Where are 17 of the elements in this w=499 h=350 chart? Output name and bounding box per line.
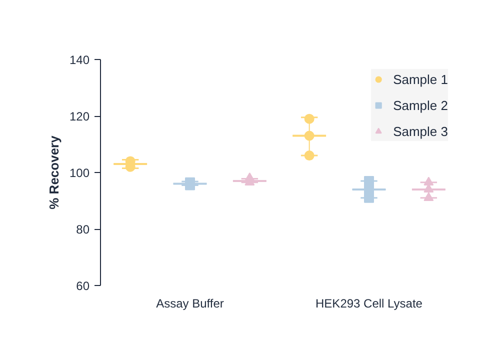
point <box>364 192 374 203</box>
point <box>304 130 314 141</box>
x-tick-label: Assay Buffer <box>156 296 224 310</box>
y-tick-label: 140 <box>69 53 90 67</box>
y-tick-label: 60 <box>76 279 90 293</box>
legend-label: Sample 3 <box>393 124 448 138</box>
y-tick-label: 100 <box>69 166 90 180</box>
legend-label: Sample 1 <box>393 72 448 86</box>
point <box>304 150 314 161</box>
point <box>424 192 434 202</box>
point <box>424 176 434 186</box>
legend-label: Sample 2 <box>393 98 448 112</box>
x-tick-label: HEK293 Cell Lysate <box>316 296 423 310</box>
y-tick-label: 120 <box>69 110 90 124</box>
point <box>304 114 314 124</box>
y-tick-label: 80 <box>76 222 90 236</box>
y-axis-title: % Recovery <box>46 134 62 210</box>
